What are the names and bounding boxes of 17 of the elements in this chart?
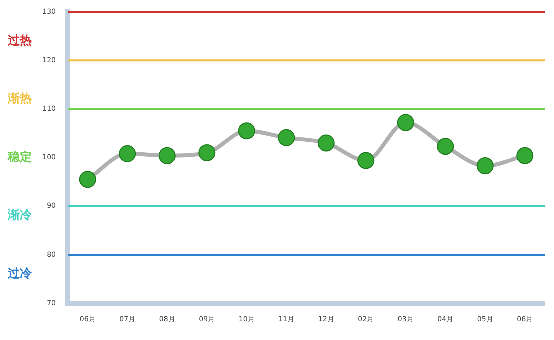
text: 过冷: [7, 266, 33, 281]
text: 过热: [7, 33, 32, 48]
point: [476, 158, 494, 175]
text: 渐热: [7, 92, 32, 106]
point: [238, 122, 256, 140]
text: 稳定: [7, 150, 32, 164]
point: [358, 152, 375, 170]
point: [278, 129, 296, 146]
point: [437, 138, 454, 156]
point: [516, 147, 534, 164]
text: 渐冷: [7, 208, 33, 222]
point: [318, 134, 335, 152]
point: [158, 147, 176, 164]
point: [397, 114, 414, 132]
point: [79, 171, 96, 188]
point: [198, 144, 216, 162]
point: [119, 145, 136, 162]
